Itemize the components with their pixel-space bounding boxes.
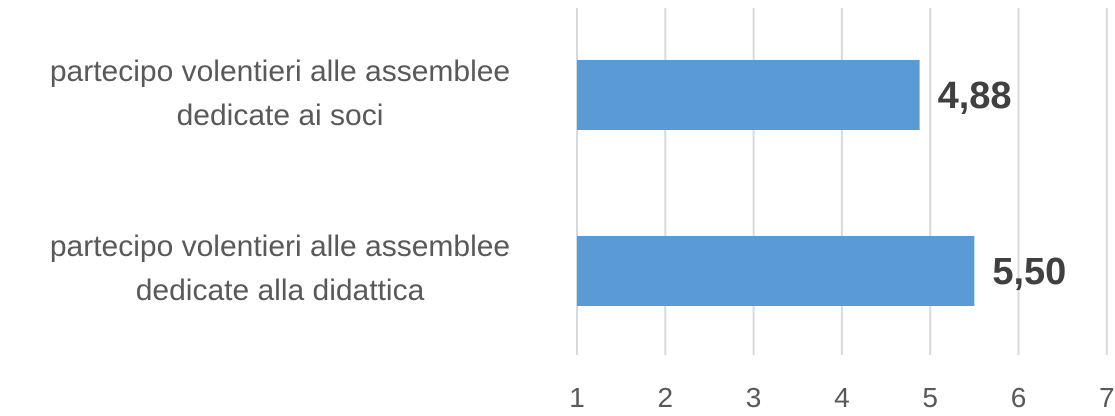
x-tick-label-5: 5 <box>922 382 938 413</box>
data-label-1: 5,50 <box>992 251 1066 293</box>
data-label-0: 4,88 <box>938 75 1012 117</box>
category-label-soci: partecipo volentieri alle assemblee dedi… <box>49 55 511 132</box>
category-label-didattica: partecipo volentieri alle assemblee dedi… <box>49 230 511 307</box>
x-tick-label-6: 6 <box>1011 382 1027 413</box>
x-tick-label-4: 4 <box>834 382 850 413</box>
bar-1 <box>577 236 975 306</box>
x-tick-label-1: 1 <box>569 382 585 413</box>
bar-0 <box>577 60 920 130</box>
x-tick-label-3: 3 <box>746 382 762 413</box>
x-tick-label-7: 7 <box>1099 382 1115 413</box>
x-tick-label-2: 2 <box>658 382 674 413</box>
